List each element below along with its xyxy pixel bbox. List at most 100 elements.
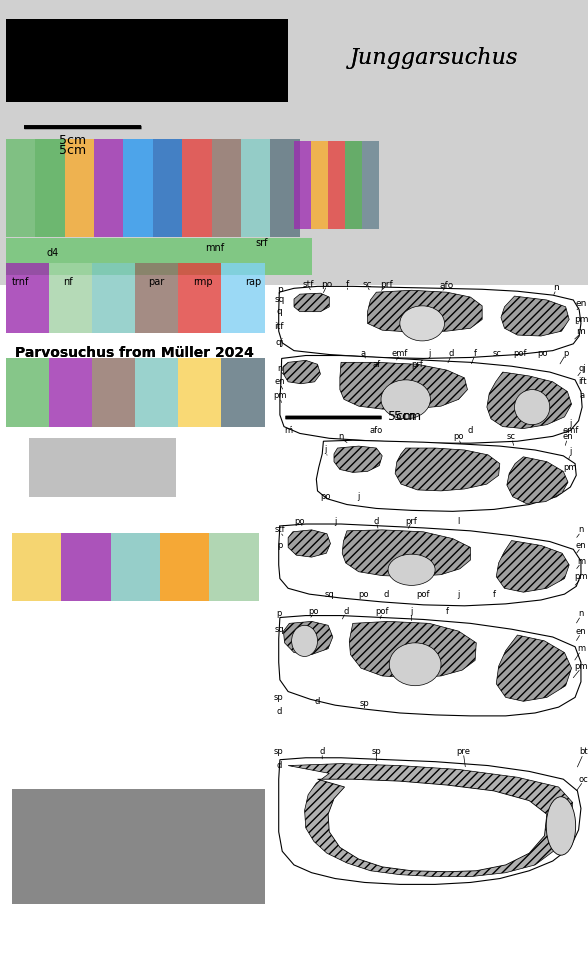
Text: m: m — [577, 644, 585, 654]
Text: d: d — [319, 747, 325, 757]
Text: j: j — [325, 445, 327, 455]
Text: d: d — [467, 426, 473, 435]
Bar — [6, 19, 34, 102]
Text: pm: pm — [564, 463, 577, 472]
Text: sp: sp — [372, 747, 381, 757]
Text: prf: prf — [412, 359, 423, 369]
Text: 5cm: 5cm — [59, 144, 86, 157]
Text: rmp: rmp — [193, 278, 213, 287]
Bar — [6, 358, 49, 427]
Polygon shape — [279, 616, 581, 716]
Text: sq: sq — [325, 589, 334, 599]
Text: f: f — [473, 349, 477, 358]
Text: n: n — [338, 431, 344, 441]
Text: p: p — [276, 609, 282, 618]
Polygon shape — [283, 621, 333, 655]
Polygon shape — [368, 290, 482, 332]
Text: a: a — [580, 391, 584, 400]
Bar — [92, 263, 135, 333]
Text: Parvosuchus from Müller 2024: Parvosuchus from Müller 2024 — [15, 346, 253, 359]
Polygon shape — [280, 356, 582, 443]
Polygon shape — [501, 296, 569, 336]
Text: po: po — [453, 431, 464, 441]
Polygon shape — [487, 372, 572, 429]
Bar — [270, 139, 300, 237]
Ellipse shape — [400, 306, 445, 341]
Text: sq: sq — [274, 294, 285, 304]
Text: po: po — [295, 516, 305, 526]
Text: trnf: trnf — [12, 278, 29, 287]
Bar — [6, 358, 265, 427]
Text: d: d — [315, 696, 320, 706]
Bar — [135, 358, 178, 427]
Bar — [0, 0, 588, 285]
Text: po: po — [537, 349, 547, 358]
Bar — [12, 533, 61, 601]
Polygon shape — [288, 764, 573, 877]
Bar — [6, 238, 312, 275]
Text: pre: pre — [456, 747, 470, 757]
Polygon shape — [507, 457, 568, 504]
Text: n: n — [553, 282, 559, 292]
Bar — [175, 19, 203, 102]
Text: emf: emf — [562, 426, 579, 435]
Text: en: en — [576, 626, 586, 636]
Text: sc: sc — [362, 280, 372, 289]
Text: sp: sp — [360, 698, 369, 708]
Text: 5cm: 5cm — [394, 410, 421, 424]
Text: pof: pof — [417, 589, 430, 599]
Text: stf: stf — [275, 525, 285, 535]
Bar — [119, 19, 147, 102]
Polygon shape — [294, 293, 329, 312]
Text: q: q — [276, 307, 282, 317]
Polygon shape — [279, 758, 581, 884]
Text: sc: sc — [493, 349, 502, 358]
Bar — [153, 139, 182, 237]
Text: po: po — [321, 280, 333, 289]
Text: f: f — [445, 607, 449, 617]
Text: j: j — [334, 516, 336, 526]
Text: 5cm: 5cm — [59, 134, 86, 147]
Text: p: p — [563, 349, 569, 358]
Text: sp: sp — [274, 747, 283, 757]
Bar — [345, 141, 362, 229]
Bar — [222, 263, 265, 333]
Bar — [294, 141, 311, 229]
Text: f: f — [345, 280, 349, 289]
Polygon shape — [279, 286, 581, 358]
Text: sq: sq — [275, 624, 285, 634]
Bar — [232, 19, 260, 102]
Bar — [203, 19, 232, 102]
Bar — [111, 533, 160, 601]
Bar — [178, 263, 222, 333]
Ellipse shape — [292, 625, 318, 656]
Text: afo: afo — [440, 281, 454, 290]
Polygon shape — [395, 448, 500, 491]
Text: pm: pm — [273, 391, 286, 400]
Text: ift: ift — [578, 377, 586, 387]
Text: d: d — [276, 706, 282, 716]
Text: p: p — [277, 541, 283, 550]
Text: pof: pof — [513, 349, 526, 358]
Text: j: j — [358, 492, 360, 502]
Text: d: d — [373, 516, 379, 526]
Text: j: j — [569, 419, 572, 429]
Polygon shape — [496, 541, 569, 592]
Text: par: par — [148, 278, 164, 287]
Text: emf: emf — [392, 349, 408, 358]
Bar — [34, 19, 62, 102]
Text: d: d — [449, 349, 455, 358]
Text: en: en — [562, 431, 573, 441]
Bar — [6, 263, 265, 333]
Bar — [35, 139, 65, 237]
Ellipse shape — [388, 554, 435, 585]
Text: n: n — [578, 525, 584, 535]
Polygon shape — [496, 635, 572, 701]
Bar — [182, 139, 212, 237]
Text: p: p — [277, 284, 283, 294]
Bar — [328, 141, 345, 229]
Text: rap: rap — [245, 278, 261, 287]
Text: po: po — [320, 492, 331, 502]
Text: nf: nf — [63, 278, 72, 287]
Text: 5cm: 5cm — [388, 410, 415, 424]
